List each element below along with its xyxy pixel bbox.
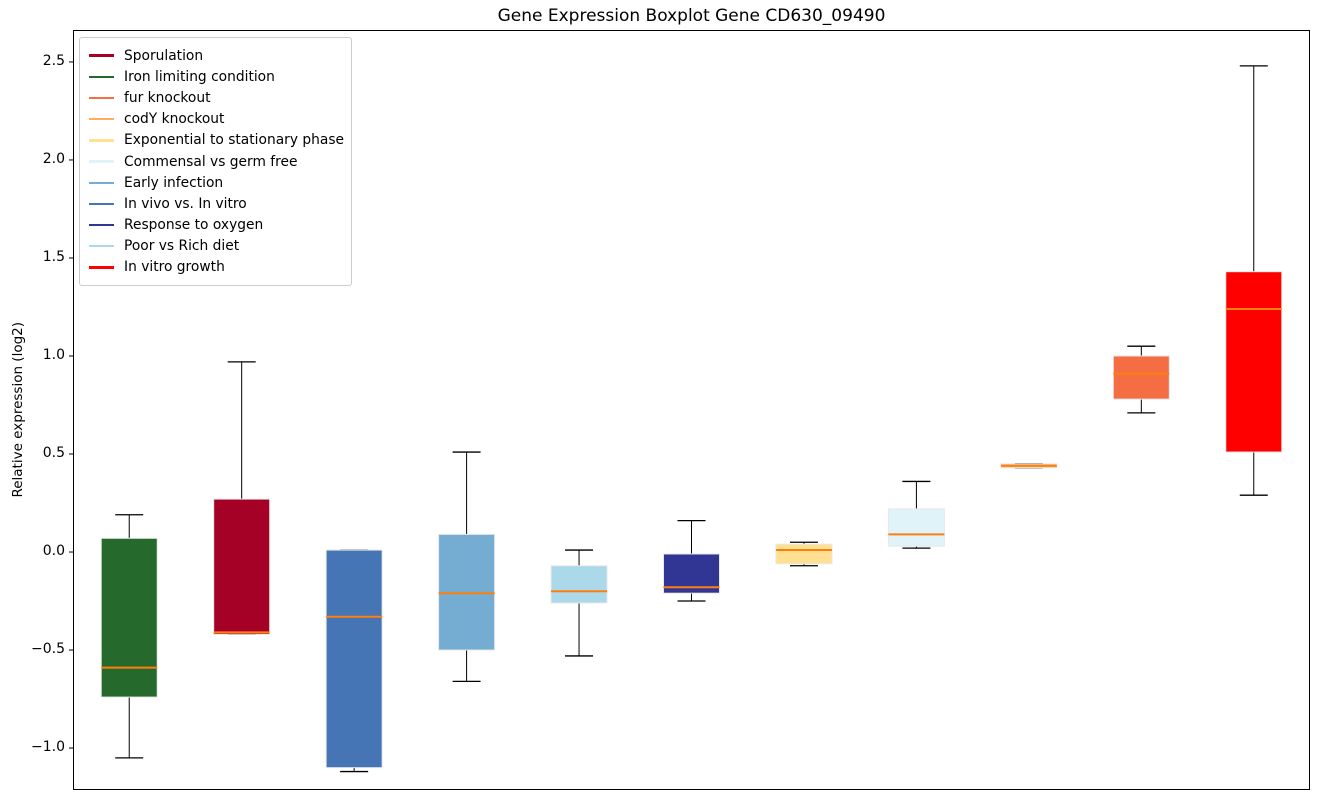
legend-item-label: Iron limiting condition xyxy=(124,68,275,85)
legend: Sporulation Iron limiting condition fur kn… xyxy=(79,37,352,287)
y-tick-label: 2.0 xyxy=(42,150,65,167)
legend-item-label: Early infection xyxy=(124,174,224,191)
box xyxy=(1225,271,1283,453)
y-tick-label: 2.5 xyxy=(42,52,65,69)
box xyxy=(887,508,945,547)
legend-item: Poor vs Rich diet xyxy=(89,236,341,257)
boxplot-in-vitro-growth xyxy=(1225,65,1283,496)
boxplot-in-vivo-vs-in-vitro xyxy=(325,549,383,773)
boxplot-cody-knockout xyxy=(1000,463,1058,469)
boxplot-poor-vs-rich-diet xyxy=(550,549,608,657)
boxplot-early-infection xyxy=(438,451,496,683)
y-tick-label: −1.0 xyxy=(31,739,65,756)
y-tick-label: 1.0 xyxy=(42,346,65,363)
box xyxy=(1112,355,1170,400)
box xyxy=(100,537,158,698)
legend-item-label: codY knockout xyxy=(124,111,225,128)
legend-item-label: fur knockout xyxy=(124,89,211,106)
chart-title: Gene Expression Boxplot Gene CD630_09490 xyxy=(497,6,886,26)
legend-item: Sporulation xyxy=(89,45,341,66)
box xyxy=(775,543,833,565)
box xyxy=(550,565,608,604)
y-tick-label: −0.5 xyxy=(31,641,65,658)
legend-item-label: Poor vs Rich diet xyxy=(124,238,240,255)
box xyxy=(213,498,271,635)
legend-color-swatch xyxy=(89,117,114,121)
y-tick-label: 0.5 xyxy=(42,445,65,461)
legend-color-swatch xyxy=(89,160,114,163)
y-tick-label: 0.0 xyxy=(42,543,65,560)
legend-item-label: Response to oxygen xyxy=(124,217,264,234)
legend-color-swatch xyxy=(89,202,114,206)
legend-item-label: In vivo vs. In vitro xyxy=(124,195,247,212)
legend-color-swatch xyxy=(89,181,114,184)
boxplot-fur-knockout xyxy=(1112,345,1170,414)
legend-item: Response to oxygen xyxy=(89,215,341,236)
boxplot-exponential-to-stationary-phase xyxy=(775,541,833,567)
legend-color-swatch xyxy=(89,75,114,78)
y-tick-label: 1.5 xyxy=(42,248,65,265)
legend-item: Commensal vs germ free xyxy=(89,151,341,172)
legend-color-swatch xyxy=(89,245,114,248)
legend-color-swatch xyxy=(89,54,114,57)
box xyxy=(325,549,383,769)
legend-item: fur knockout xyxy=(89,87,341,108)
boxplot-commensal-vs-germ-free xyxy=(887,480,945,549)
legend-item: In vitro growth xyxy=(89,257,341,278)
boxplot-response-to-oxygen xyxy=(663,520,720,602)
legend-color-swatch xyxy=(89,139,114,142)
legend-color-swatch xyxy=(89,266,114,269)
y-axis-label: Relative expression (log2) xyxy=(10,322,26,498)
axes-frame xyxy=(73,30,1310,790)
legend-color-swatch xyxy=(89,96,114,100)
legend-item-label: Exponential to stationary phase xyxy=(124,132,345,149)
boxplot-sporulation xyxy=(213,361,271,636)
legend-item-label: Sporulation xyxy=(124,47,204,64)
legend-color-swatch xyxy=(89,223,114,227)
legend-item-label: Commensal vs germ free xyxy=(124,153,298,170)
legend-item: codY knockout xyxy=(89,109,341,130)
legend-item-label: In vitro growth xyxy=(124,259,225,276)
legend-item: Iron limiting condition xyxy=(89,66,341,87)
legend-item: Early infection xyxy=(89,172,341,193)
legend-item: Exponential to stationary phase xyxy=(89,130,345,151)
legend-item: In vivo vs. In vitro xyxy=(89,193,341,214)
boxplot-iron-limiting-condition xyxy=(100,514,158,759)
